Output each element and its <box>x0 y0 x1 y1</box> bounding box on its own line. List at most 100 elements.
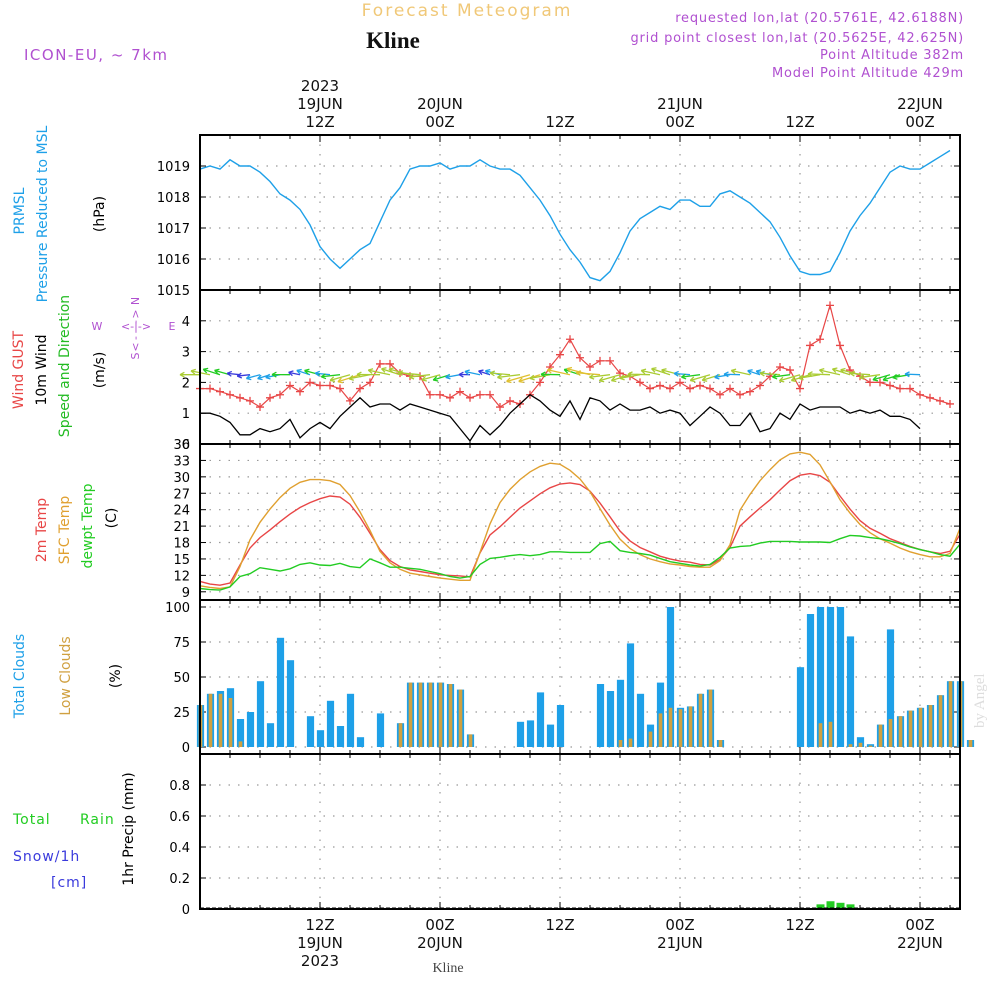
gust-marker <box>246 397 254 405</box>
compass-n-arrow: > <box>129 309 142 318</box>
gust-marker <box>796 385 804 393</box>
temp-label-dew: dewpt Temp <box>80 483 96 568</box>
gust-marker <box>376 360 384 368</box>
precip-ylabel: 1hr Precip (mm) <box>121 772 137 885</box>
gust-marker <box>896 385 904 393</box>
total-cloud-bar <box>317 730 324 747</box>
low-cloud-bar <box>849 744 853 747</box>
total-cloud-bar <box>607 691 614 747</box>
pressure-labels: PRMSL Pressure Reduced to MSL (hPa) <box>12 125 108 302</box>
precip-frame <box>200 754 960 909</box>
gust-marker <box>226 391 234 399</box>
point-altitude: Point Altitude 382m <box>820 48 964 63</box>
compass-s-arrow: < <box>129 342 142 351</box>
total-cloud-bar <box>537 692 544 747</box>
total-cloud-bar <box>357 737 364 747</box>
low-cloud-bar <box>929 705 933 747</box>
low-cloud-bar <box>709 690 713 747</box>
clouds-ytick-label: 50 <box>173 671 190 686</box>
cloud-labels: Total Clouds Low Clouds (%) <box>12 634 124 719</box>
clouds-ytick-label: 100 <box>165 601 190 616</box>
total-cloud-bar <box>287 660 294 747</box>
temperature-ytick-label: 33 <box>173 454 190 469</box>
wind-arrow-shaft <box>628 374 650 375</box>
pressure-line <box>200 151 950 281</box>
low-cloud-bar <box>209 694 213 747</box>
gust-marker <box>206 385 214 393</box>
wind-arrow <box>446 374 460 379</box>
low-cloud-bar <box>619 740 623 747</box>
gust-marker <box>946 400 954 408</box>
wind-arrow <box>731 369 750 375</box>
precip-panel: 00.20.40.60.8 <box>169 754 960 918</box>
gust-marker <box>436 391 444 399</box>
temperature-ytick-label: 36 <box>173 438 190 453</box>
temperature-ytick-label: 12 <box>173 569 190 584</box>
low-cloud-bar <box>969 740 973 747</box>
cloud-label-unit: (%) <box>108 664 124 688</box>
gust-marker <box>706 385 714 393</box>
pressure-ytick-label: 1016 <box>157 253 190 268</box>
gust-marker <box>866 378 874 386</box>
bottom-axis-label: 20JUN <box>417 934 463 952</box>
precip-labels: Total Rain Snow/1h [cm] 1hr Precip (mm) <box>12 772 137 891</box>
top-axis-label: 22JUN <box>897 95 943 113</box>
precip-label-snow-unit: [cm] <box>51 875 87 891</box>
gust-marker <box>326 381 334 389</box>
wind-arrow <box>519 375 540 383</box>
gust-marker <box>746 388 754 396</box>
wind-label-dir: Speed and Direction <box>57 295 73 437</box>
low-cloud-bar <box>459 690 463 747</box>
total-cloud-bar <box>277 638 284 747</box>
compass-e: E <box>169 320 176 333</box>
wind-arrow-shaft <box>808 374 830 375</box>
total-cloud-bar <box>307 716 314 747</box>
wind-ytick-label: 3 <box>182 346 190 361</box>
total-cloud-bar <box>267 723 274 747</box>
gust-marker <box>236 394 244 402</box>
low-cloud-bar <box>399 723 403 747</box>
precip-label-snow: Snow/1h <box>13 849 80 865</box>
gust-marker <box>476 391 484 399</box>
top-axis-label: 00Z <box>425 113 454 131</box>
top-axis-label: 20JUN <box>417 95 463 113</box>
total-cloud-bar <box>527 720 534 747</box>
gust-marker <box>446 394 454 402</box>
total-cloud-bar <box>617 680 624 747</box>
gust-marker <box>886 381 894 389</box>
gust-marker <box>316 381 324 389</box>
wind-labels: Wind GUST 10m Wind Speed and Direction (… <box>11 295 176 437</box>
gust-marker <box>716 391 724 399</box>
gust-marker <box>696 381 704 389</box>
pressure-ytick-label: 1017 <box>157 222 190 237</box>
cloud-label-total: Total Clouds <box>12 634 28 719</box>
low-cloud-bar <box>869 746 873 747</box>
temp-label-sfc: SFC Temp <box>57 496 73 565</box>
clouds-ytick-label: 75 <box>173 636 190 651</box>
low-cloud-bar <box>429 683 433 747</box>
total-cloud-bar <box>627 643 634 747</box>
pressure-ytick-label: 1018 <box>157 191 190 206</box>
top-axis-label: 00Z <box>665 113 694 131</box>
wind-arrow <box>357 372 380 377</box>
temperature-ytick-label: 27 <box>173 487 190 502</box>
total-cloud-bar <box>547 725 554 747</box>
bottom-axis-label: 19JUN <box>297 934 343 952</box>
gust-marker <box>786 366 794 374</box>
wind-arrow <box>368 369 390 375</box>
compass-n: N <box>129 297 142 305</box>
model-altitude: Model Point Altitude 429m <box>772 66 964 81</box>
wind-ytick-label: 2 <box>182 376 190 391</box>
total-cloud-bar <box>377 713 384 747</box>
total-cloud-bar <box>247 712 254 747</box>
temperature-ytick-label: 15 <box>173 553 190 568</box>
low-cloud-bar <box>699 694 703 747</box>
low-cloud-bar <box>719 740 723 747</box>
low-cloud-bar <box>949 681 953 747</box>
total-cloud-bar <box>257 681 264 747</box>
gust-marker <box>636 378 644 386</box>
footer-location: Kline <box>432 961 463 976</box>
